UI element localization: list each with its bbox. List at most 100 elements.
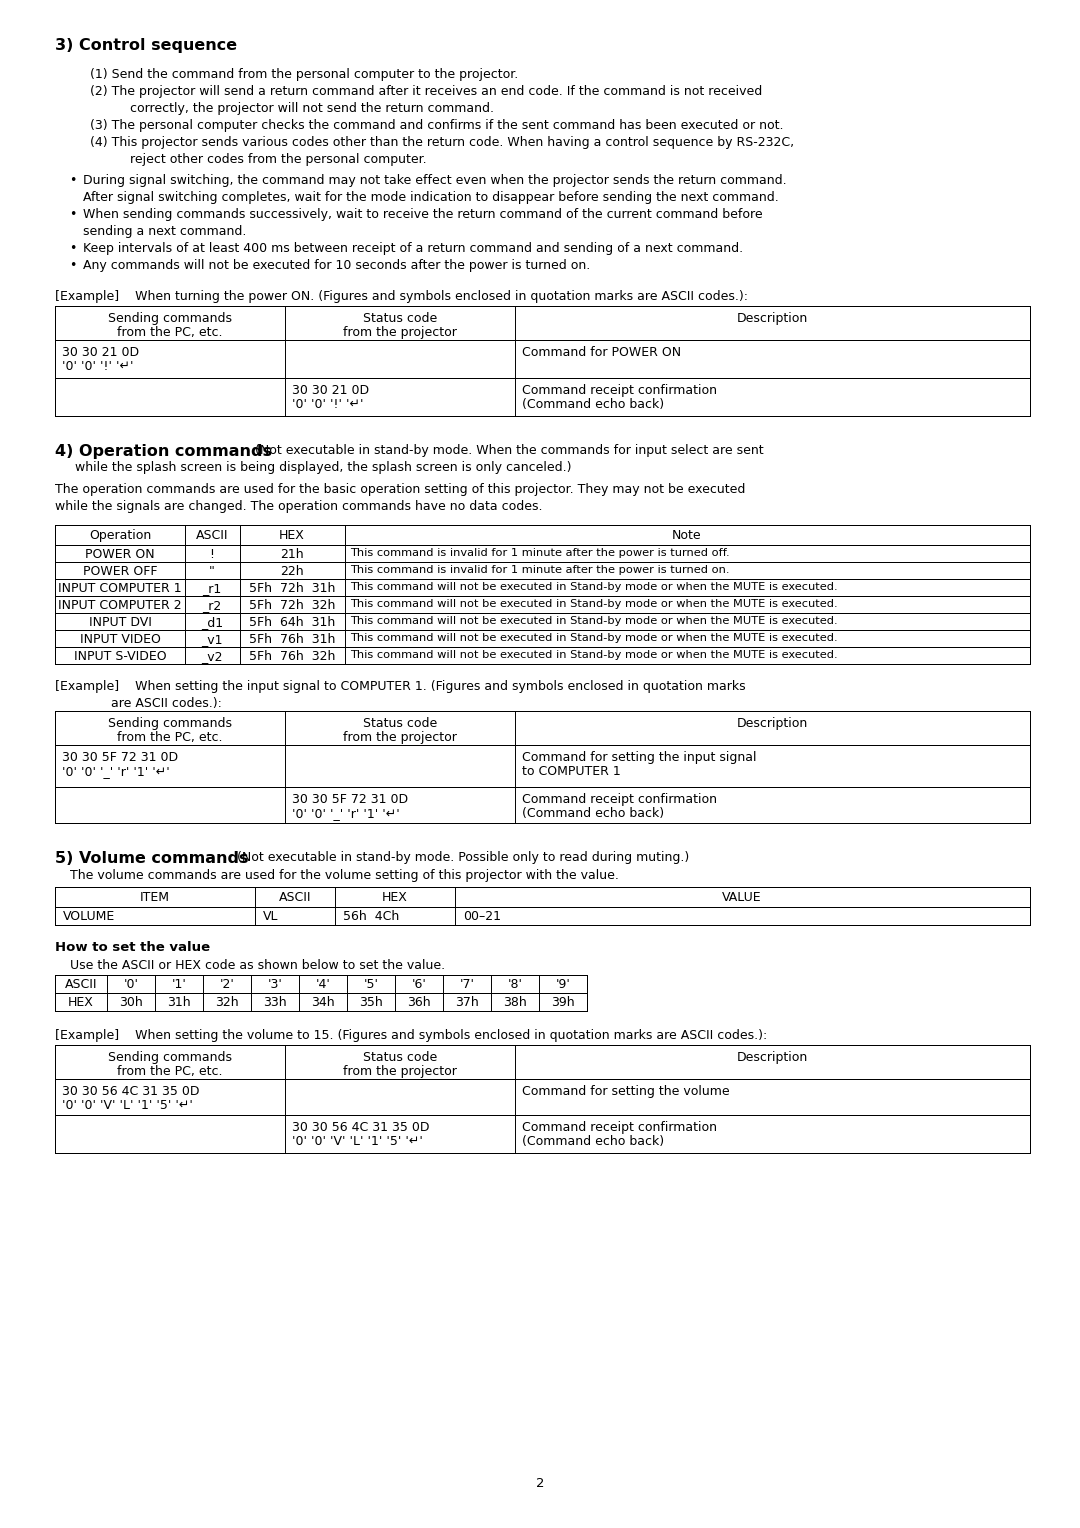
Text: Keep intervals of at least 400 ms between receipt of a return command and sendin: Keep intervals of at least 400 ms betwee… bbox=[83, 241, 743, 255]
Text: 30 30 21 0D: 30 30 21 0D bbox=[292, 384, 369, 397]
Text: (2) The projector will send a return command after it receives an end code. If t: (2) The projector will send a return com… bbox=[90, 86, 762, 98]
Text: Operation: Operation bbox=[89, 529, 151, 542]
Text: 37h: 37h bbox=[455, 996, 478, 1008]
Text: ASCII: ASCII bbox=[279, 891, 311, 905]
Text: while the splash screen is being displayed, the splash screen is only canceled.): while the splash screen is being display… bbox=[75, 461, 571, 474]
Text: This command is invalid for 1 minute after the power is turned on.: This command is invalid for 1 minute aft… bbox=[350, 565, 729, 575]
Text: 35h: 35h bbox=[360, 996, 383, 1008]
Text: !: ! bbox=[210, 549, 215, 561]
Text: 4) Operation commands: 4) Operation commands bbox=[55, 445, 272, 458]
Text: [Example]    When turning the power ON. (Figures and symbols enclosed in quotati: [Example] When turning the power ON. (Fi… bbox=[55, 290, 748, 303]
Text: HEX: HEX bbox=[68, 996, 94, 1008]
Text: '0': '0' bbox=[123, 978, 138, 992]
Text: [Example]    When setting the input signal to COMPUTER 1. (Figures and symbols e: [Example] When setting the input signal … bbox=[55, 680, 745, 694]
Text: Status code: Status code bbox=[363, 312, 437, 325]
Text: Sending commands: Sending commands bbox=[108, 1051, 232, 1063]
Text: _r2: _r2 bbox=[202, 599, 221, 613]
Text: '8': '8' bbox=[508, 978, 523, 992]
Text: 3) Control sequence: 3) Control sequence bbox=[55, 38, 238, 53]
Text: 30 30 56 4C 31 35 0D: 30 30 56 4C 31 35 0D bbox=[292, 1122, 430, 1134]
Text: 30 30 56 4C 31 35 0D: 30 30 56 4C 31 35 0D bbox=[62, 1085, 200, 1099]
Text: '0' '0' '!' '↵': '0' '0' '!' '↵' bbox=[292, 397, 364, 411]
Text: INPUT VIDEO: INPUT VIDEO bbox=[80, 633, 161, 646]
Text: from the PC, etc.: from the PC, etc. bbox=[118, 730, 222, 744]
Text: 5Fh  64h  31h: 5Fh 64h 31h bbox=[248, 616, 335, 630]
Bar bbox=[55, 526, 1030, 545]
Text: from the projector: from the projector bbox=[343, 325, 457, 339]
Text: 00–21: 00–21 bbox=[463, 911, 501, 923]
Text: 39h: 39h bbox=[551, 996, 575, 1008]
Bar bbox=[55, 545, 1030, 562]
Text: INPUT DVI: INPUT DVI bbox=[89, 616, 151, 630]
Text: 5Fh  76h  32h: 5Fh 76h 32h bbox=[248, 649, 335, 663]
Text: while the signals are changed. The operation commands have no data codes.: while the signals are changed. The opera… bbox=[55, 500, 542, 513]
Text: Sending commands: Sending commands bbox=[108, 312, 232, 325]
Text: 30h: 30h bbox=[119, 996, 143, 1008]
Text: '3': '3' bbox=[268, 978, 283, 992]
Bar bbox=[55, 1115, 1030, 1154]
Text: '0' '0' '_' 'r' '1' '↵': '0' '0' '_' 'r' '1' '↵' bbox=[62, 766, 170, 778]
Text: VOLUME: VOLUME bbox=[63, 911, 116, 923]
Text: _d1: _d1 bbox=[201, 616, 224, 630]
Text: INPUT S-VIDEO: INPUT S-VIDEO bbox=[73, 649, 166, 663]
Bar bbox=[55, 562, 1030, 579]
Text: The volume commands are used for the volume setting of this projector with the v: The volume commands are used for the vol… bbox=[70, 869, 619, 882]
Bar bbox=[55, 993, 588, 1012]
Text: Command receipt confirmation: Command receipt confirmation bbox=[522, 1122, 717, 1134]
Text: 56h  4Ch: 56h 4Ch bbox=[343, 911, 400, 923]
Text: •: • bbox=[69, 241, 77, 255]
Text: (Command echo back): (Command echo back) bbox=[522, 807, 664, 821]
Text: 22h: 22h bbox=[280, 565, 303, 578]
Text: INPUT COMPUTER 1: INPUT COMPUTER 1 bbox=[58, 582, 181, 594]
Text: from the projector: from the projector bbox=[343, 730, 457, 744]
Text: 33h: 33h bbox=[264, 996, 287, 1008]
Bar bbox=[55, 579, 1030, 596]
Text: Status code: Status code bbox=[363, 1051, 437, 1063]
Bar bbox=[55, 1045, 1030, 1079]
Text: Command receipt confirmation: Command receipt confirmation bbox=[522, 384, 717, 397]
Bar bbox=[55, 746, 1030, 787]
Bar bbox=[55, 596, 1030, 613]
Text: '4': '4' bbox=[315, 978, 330, 992]
Text: Command for setting the volume: Command for setting the volume bbox=[522, 1085, 730, 1099]
Text: VALUE: VALUE bbox=[723, 891, 761, 905]
Text: 2: 2 bbox=[536, 1478, 544, 1490]
Text: sending a next command.: sending a next command. bbox=[83, 225, 246, 238]
Text: '0' '0' 'V' 'L' '1' '5' '↵': '0' '0' 'V' 'L' '1' '5' '↵' bbox=[62, 1099, 193, 1112]
Bar bbox=[55, 630, 1030, 646]
Text: '6': '6' bbox=[411, 978, 427, 992]
Bar bbox=[55, 908, 1030, 924]
Text: (Not executable in stand-by mode. When the commands for input select are sent: (Not executable in stand-by mode. When t… bbox=[251, 445, 764, 457]
Text: 36h: 36h bbox=[407, 996, 431, 1008]
Text: •: • bbox=[69, 208, 77, 222]
Text: Sending commands: Sending commands bbox=[108, 717, 232, 730]
Text: _v1: _v1 bbox=[201, 633, 222, 646]
Text: 30 30 21 0D: 30 30 21 0D bbox=[62, 345, 139, 359]
Bar bbox=[55, 377, 1030, 416]
Text: Command receipt confirmation: Command receipt confirmation bbox=[522, 793, 717, 805]
Text: from the PC, etc.: from the PC, etc. bbox=[118, 325, 222, 339]
Text: '1': '1' bbox=[172, 978, 187, 992]
Text: [Example]    When setting the volume to 15. (Figures and symbols enclosed in quo: [Example] When setting the volume to 15.… bbox=[55, 1028, 767, 1042]
Text: from the projector: from the projector bbox=[343, 1065, 457, 1077]
Text: The operation commands are used for the basic operation setting of this projecto: The operation commands are used for the … bbox=[55, 483, 745, 497]
Text: '9': '9' bbox=[555, 978, 570, 992]
Text: Command for setting the input signal: Command for setting the input signal bbox=[522, 750, 756, 764]
Text: How to set the value: How to set the value bbox=[55, 941, 211, 953]
Text: '0' '0' '!' '↵': '0' '0' '!' '↵' bbox=[62, 361, 134, 373]
Bar bbox=[55, 613, 1030, 630]
Text: to COMPUTER 1: to COMPUTER 1 bbox=[522, 766, 621, 778]
Text: HEX: HEX bbox=[279, 529, 305, 542]
Text: 31h: 31h bbox=[167, 996, 191, 1008]
Text: This command will not be executed in Stand-by mode or when the MUTE is executed.: This command will not be executed in Sta… bbox=[350, 616, 838, 626]
Text: ITEM: ITEM bbox=[140, 891, 170, 905]
Text: Description: Description bbox=[737, 717, 808, 730]
Bar bbox=[55, 787, 1030, 824]
Text: INPUT COMPUTER 2: INPUT COMPUTER 2 bbox=[58, 599, 181, 613]
Text: correctly, the projector will not send the return command.: correctly, the projector will not send t… bbox=[110, 102, 494, 115]
Text: VL: VL bbox=[264, 911, 279, 923]
Text: 30 30 5F 72 31 0D: 30 30 5F 72 31 0D bbox=[62, 750, 178, 764]
Text: Status code: Status code bbox=[363, 717, 437, 730]
Bar bbox=[55, 711, 1030, 746]
Text: Note: Note bbox=[672, 529, 702, 542]
